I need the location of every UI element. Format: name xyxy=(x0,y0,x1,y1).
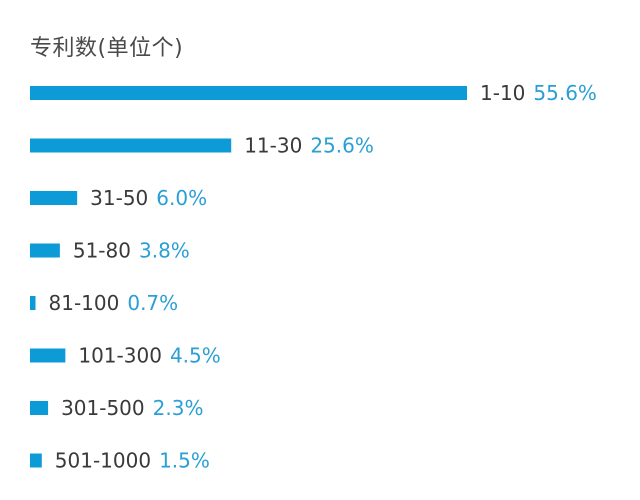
bar-31-50 xyxy=(30,191,78,205)
bar-501-1000 xyxy=(30,453,42,468)
percent-label: 0.7% xyxy=(127,291,178,315)
percent-label: 4.5% xyxy=(170,344,221,368)
bar-51-80 xyxy=(30,243,60,258)
percent-label: 55.6% xyxy=(533,81,597,105)
category-label: 301-500 xyxy=(61,396,145,420)
percent-label: 1.5% xyxy=(159,449,210,473)
bar-301-500 xyxy=(30,401,49,415)
percent-label: 3.8% xyxy=(139,239,190,263)
percent-label: 2.3% xyxy=(153,396,204,420)
category-label: 31-50 xyxy=(90,186,148,210)
category-label: 11-30 xyxy=(244,134,302,158)
bars-group: 1-10 55.6% 11-30 25.6% 31-50 6.0% 51-80 3.8% 81-… xyxy=(30,81,597,473)
bar-11-30 xyxy=(30,138,232,153)
category-label: 101-300 xyxy=(78,344,162,368)
bar-101-300 xyxy=(30,348,66,363)
bar-1-10 xyxy=(30,86,467,100)
category-label: 501-1000 xyxy=(55,449,151,473)
bar-81-100 xyxy=(30,296,36,310)
chart-title: 专利数(单位个) xyxy=(30,36,184,61)
category-label: 1-10 xyxy=(480,81,525,105)
category-label: 81-100 xyxy=(49,291,120,315)
category-label: 51-80 xyxy=(73,239,131,263)
percent-label: 6.0% xyxy=(156,186,207,210)
percent-label: 25.6% xyxy=(310,134,374,158)
